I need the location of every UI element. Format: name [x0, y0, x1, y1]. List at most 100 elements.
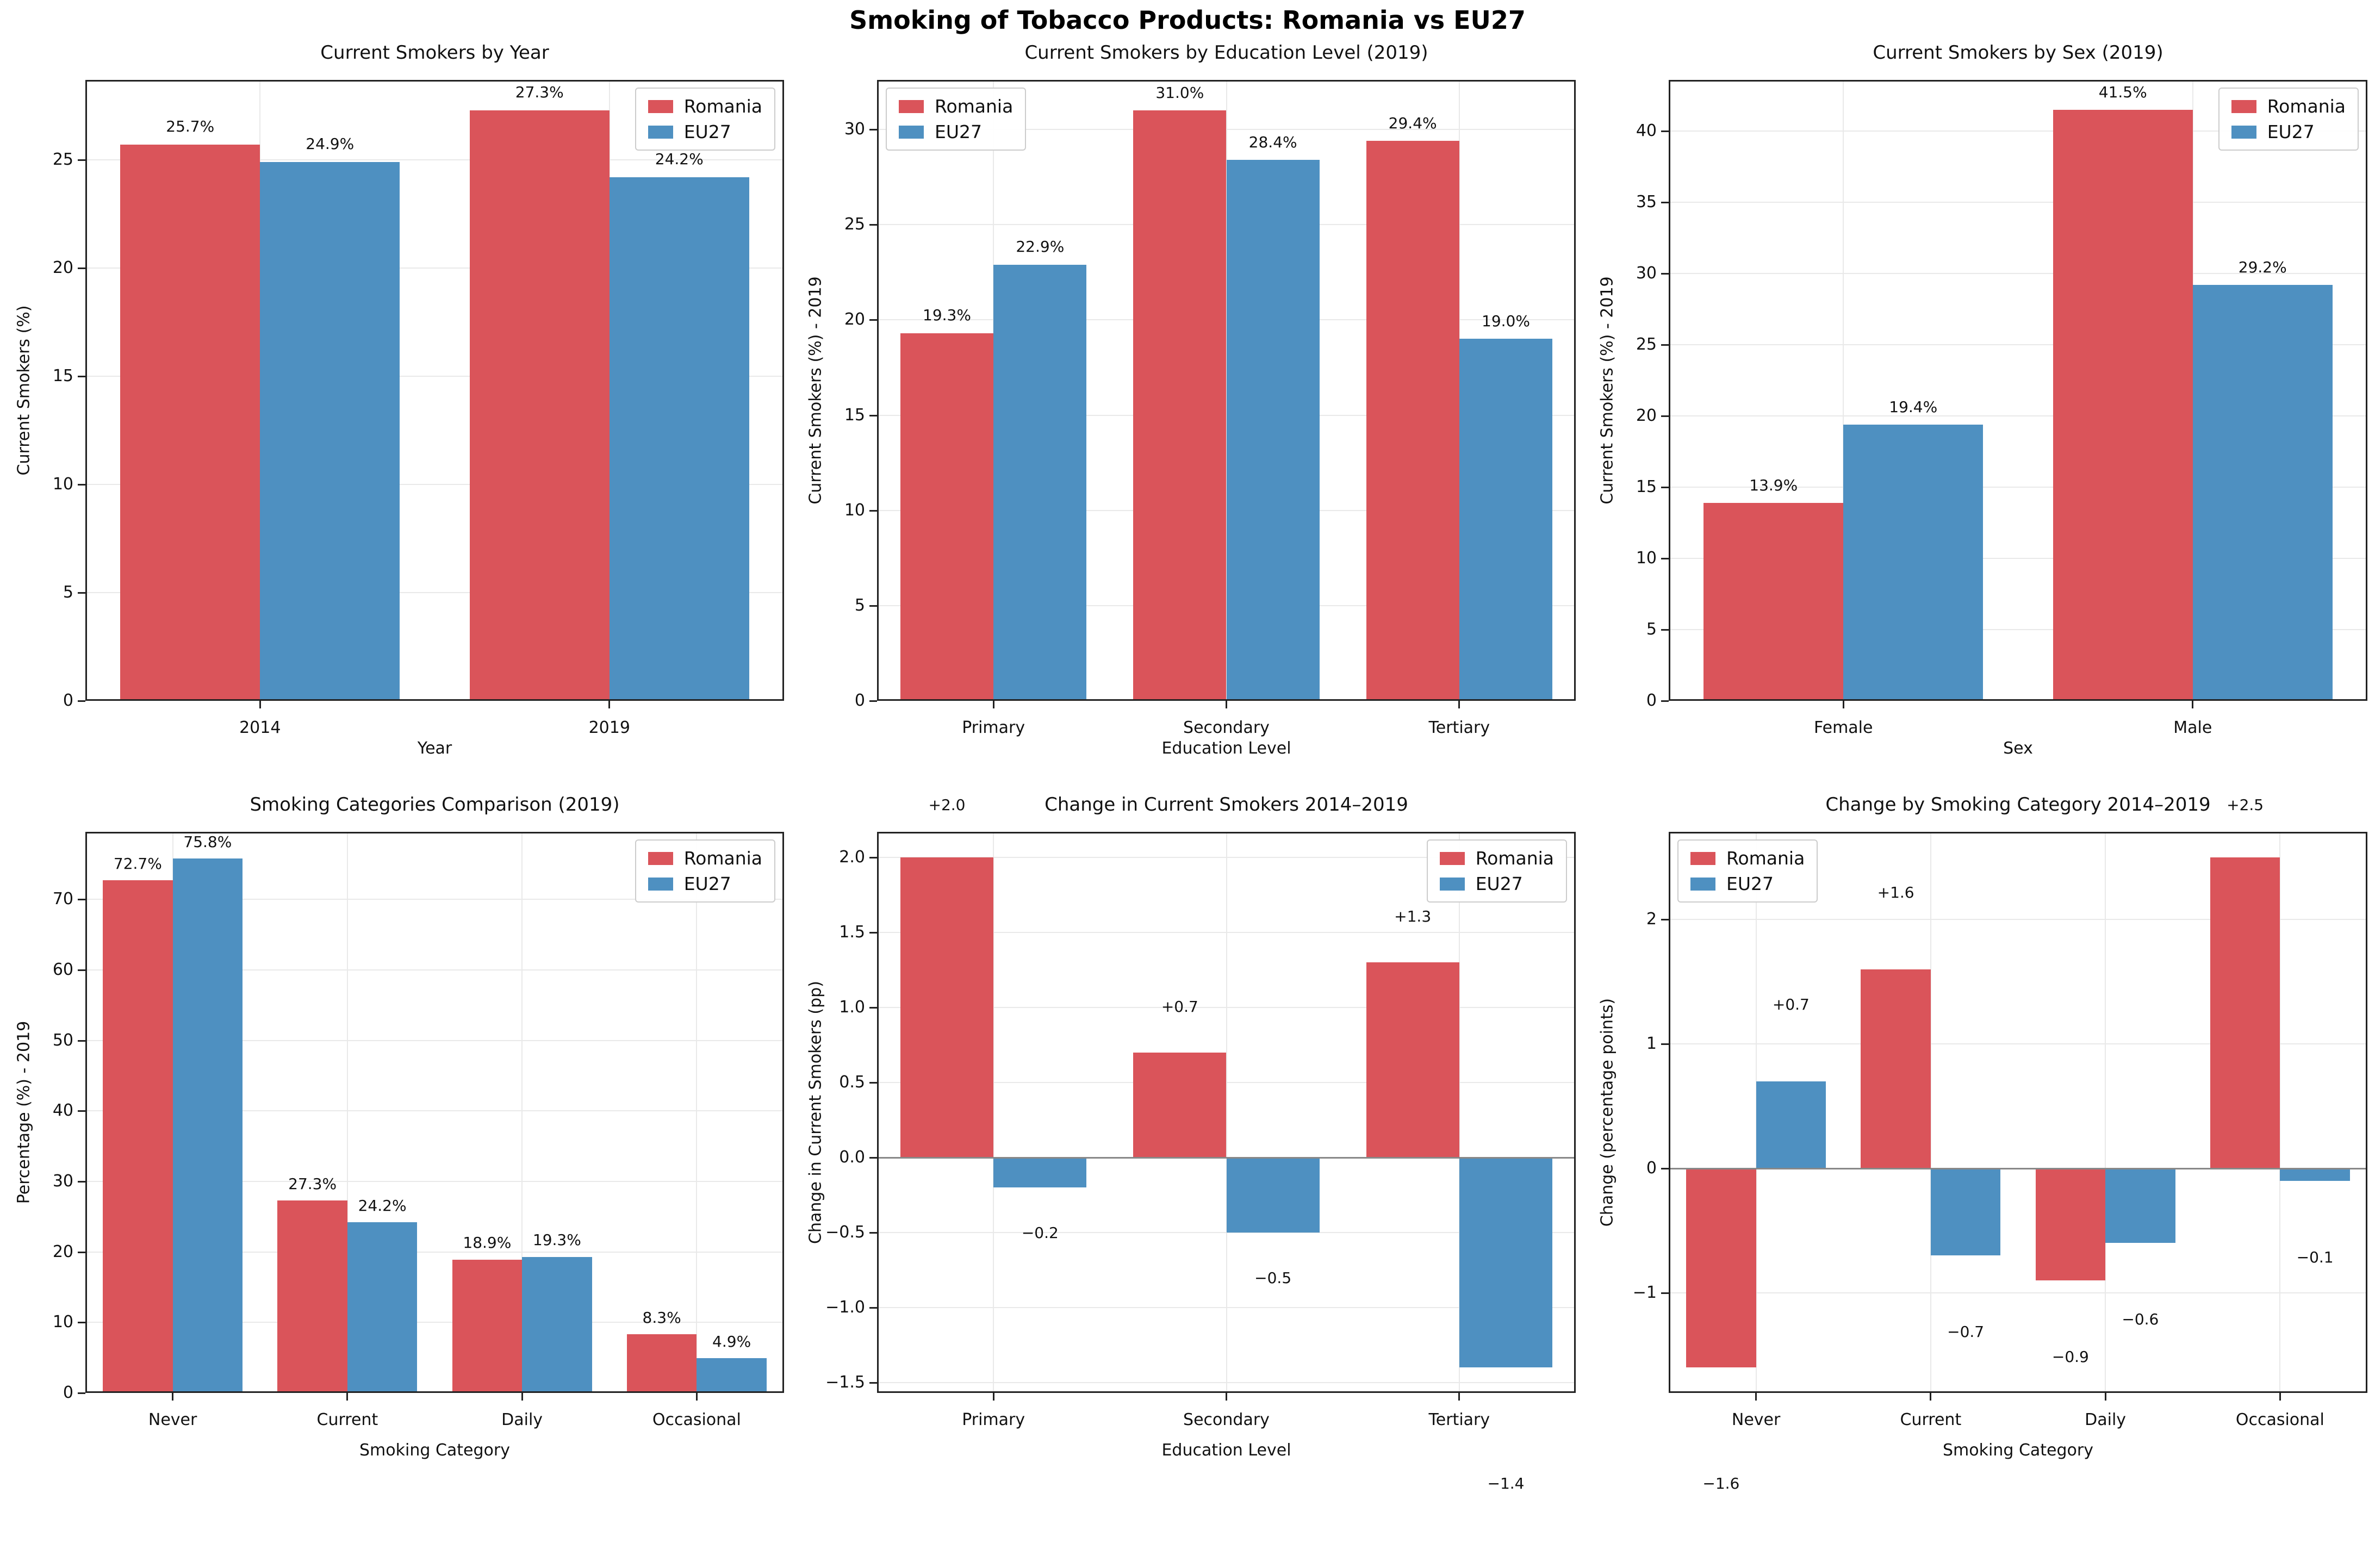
tick-mark-y: [1661, 1292, 1669, 1294]
y-tick-label: 5: [1646, 620, 1657, 639]
bar-romania: [1133, 110, 1227, 701]
legend: Romania EU27: [2218, 88, 2359, 151]
x-tick-label: Never: [148, 1410, 197, 1429]
tick-mark-x: [2104, 1393, 2106, 1401]
bar-eu27: [993, 264, 1087, 701]
tick-mark-y: [1661, 558, 1669, 560]
tick-mark-x: [521, 1393, 523, 1401]
legend-swatch-romania: [1690, 851, 1715, 865]
value-label: −0.6: [2122, 1310, 2159, 1329]
value-label: −0.1: [2296, 1248, 2334, 1266]
value-label: +2.5: [2227, 796, 2264, 814]
x-tick-label: Daily: [501, 1410, 543, 1429]
tick-mark-y: [869, 856, 877, 858]
tick-mark-y: [869, 319, 877, 321]
bar-romania: [452, 1259, 523, 1393]
y-tick-label: 10: [52, 475, 73, 494]
legend-swatch-romania: [648, 851, 673, 865]
y-tick-label: 2.0: [839, 847, 865, 867]
y-tick-label: 0: [63, 1383, 73, 1402]
y-tick-label: 2: [1646, 910, 1657, 929]
legend-swatch-eu27: [648, 125, 673, 139]
bar-romania: [2053, 110, 2193, 701]
legend-swatch-romania: [899, 99, 924, 113]
value-label: 8.3%: [642, 1308, 681, 1327]
value-label: 22.9%: [1016, 238, 1065, 256]
gridline-h: [85, 159, 784, 161]
bar-romania: [2035, 1168, 2106, 1280]
gridline-v: [521, 832, 523, 1393]
legend-item: Romania: [1439, 848, 1554, 869]
legend-item: EU27: [648, 875, 762, 893]
tick-mark-y: [78, 484, 85, 486]
x-tick-label: Secondary: [1183, 1410, 1270, 1429]
legend-item: EU27: [1439, 873, 1554, 894]
y-tick-label: 40: [1636, 121, 1657, 141]
bar-romania: [469, 110, 610, 701]
subplot-change-by-category: Change by Smoking Category 2014–2019 2 1 0−…: [1583, 0, 2375, 1568]
legend-label: Romania: [683, 848, 762, 869]
legend-label: EU27: [1475, 873, 1523, 894]
value-label: 25.7%: [166, 117, 215, 136]
zero-line: [1669, 1167, 2367, 1169]
legend: Romania EU27: [886, 88, 1027, 151]
tick-mark-y: [78, 969, 85, 972]
bar-romania: [1861, 969, 1931, 1168]
subplot-title: Current Smokers by Sex (2019): [1873, 42, 2163, 64]
gridline-h: [85, 267, 784, 269]
bar-eu27: [2105, 1168, 2175, 1243]
gridline-h: [85, 969, 784, 971]
legend-swatch-eu27: [2231, 125, 2256, 139]
y-tick-label: 0: [854, 691, 865, 710]
legend-item: Romania: [648, 97, 762, 115]
legend: Romania EU27: [1677, 839, 1818, 903]
tick-mark-y: [1661, 273, 1669, 275]
gridline-h: [85, 376, 784, 377]
tick-mark-y: [78, 1110, 85, 1112]
gridline-v: [1930, 832, 1931, 1393]
value-label: 24.9%: [306, 135, 355, 153]
legend-label: Romania: [1475, 848, 1554, 869]
tick-mark-y: [869, 1156, 877, 1159]
value-label: +0.7: [1772, 995, 1810, 1013]
bar-romania: [1366, 141, 1459, 701]
x-axis-label: Education Level: [1161, 1441, 1291, 1460]
legend: Romania EU27: [1426, 839, 1567, 903]
tick-mark-y: [869, 224, 877, 226]
y-tick-label: 0: [1646, 691, 1657, 710]
value-label: 24.2%: [358, 1196, 407, 1215]
legend-item: Romania: [1690, 849, 1805, 867]
y-tick-label: 40: [52, 1101, 73, 1121]
gridline-v: [2279, 832, 2281, 1393]
tick-mark-y: [78, 1251, 85, 1253]
bar-eu27: [1226, 1157, 1320, 1233]
plot-area: [877, 80, 1576, 701]
subplot-smokers-by-sex: Current Smokers by Sex (2019) 0 5 10 15 20 25 3…: [1583, 0, 2375, 1568]
tick-mark-x: [608, 701, 611, 708]
bar-eu27: [172, 858, 243, 1393]
x-axis-label: Smoking Category: [359, 1441, 510, 1460]
x-tick-label: Male: [2173, 718, 2212, 737]
gridline-h: [85, 1110, 784, 1112]
legend-swatch-eu27: [899, 125, 924, 139]
tick-mark-x: [259, 701, 261, 708]
bar-romania: [1703, 502, 1844, 701]
y-tick-label: 60: [52, 960, 73, 980]
subplot-smokers-by-year: Current Smokers by Year 0 5 10 15 20 25 2014 201…: [0, 0, 792, 1568]
y-tick-label: 20: [844, 310, 865, 329]
value-label: 13.9%: [1749, 476, 1798, 494]
value-label: 31.0%: [1155, 83, 1204, 102]
tick-mark-x: [1842, 701, 1844, 708]
value-label: 18.9%: [463, 1234, 512, 1252]
legend-swatch-romania: [1439, 851, 1465, 865]
tick-mark-y: [78, 1322, 85, 1324]
y-tick-label: 30: [844, 120, 865, 139]
plot-area: [877, 832, 1576, 1393]
plot-area: [1669, 832, 2367, 1393]
y-axis-label: Change in Current Smokers (pp): [806, 981, 825, 1244]
tick-mark-y: [869, 700, 877, 702]
value-label: −1.4: [1487, 1474, 1525, 1492]
x-axis-label: Sex: [2003, 739, 2033, 758]
y-axis-label: Change (percentage points): [1597, 998, 1617, 1227]
y-tick-label: −1.5: [825, 1372, 865, 1392]
